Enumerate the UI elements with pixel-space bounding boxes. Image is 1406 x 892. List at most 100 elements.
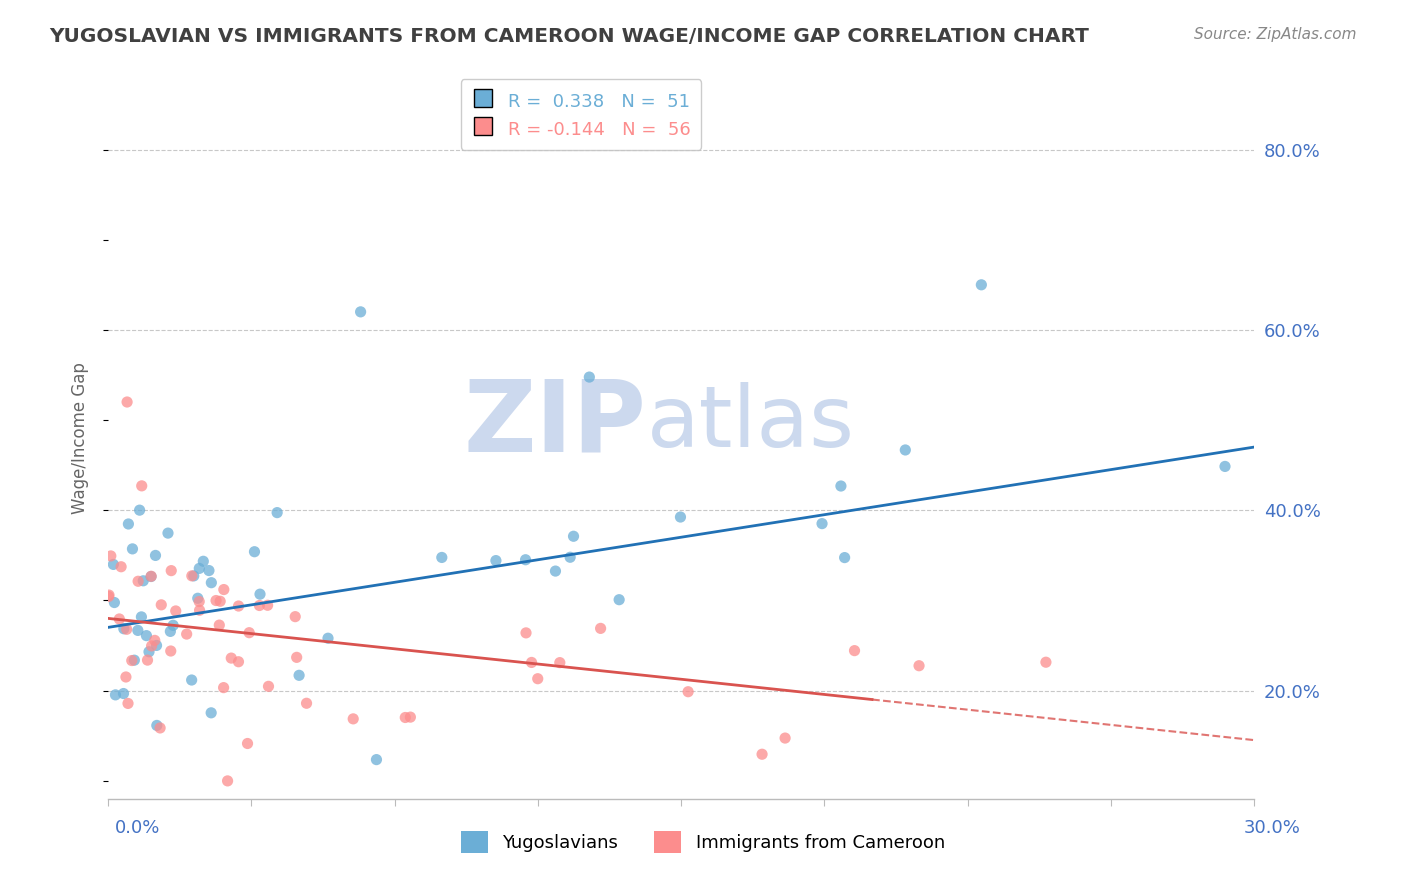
Point	[180, 673, 202, 687]
Point	[183, 569, 205, 583]
Point	[526, 672, 548, 686]
Point	[562, 529, 585, 543]
Point	[97, 590, 120, 604]
Point	[131, 610, 153, 624]
Point	[149, 721, 172, 735]
Point	[285, 650, 308, 665]
Point	[238, 625, 260, 640]
Y-axis label: Wage/Income Gap: Wage/Income Gap	[72, 362, 89, 514]
Point	[830, 479, 852, 493]
Point	[103, 558, 125, 572]
Point	[212, 582, 235, 597]
Point	[193, 554, 215, 568]
Point	[198, 564, 221, 578]
Point	[256, 599, 278, 613]
Point	[115, 622, 138, 636]
Point	[150, 598, 173, 612]
Point	[188, 561, 211, 575]
Point	[676, 684, 699, 698]
Text: YUGOSLAVIAN VS IMMIGRANTS FROM CAMEROON WAGE/INCOME GAP CORRELATION CHART: YUGOSLAVIAN VS IMMIGRANTS FROM CAMEROON …	[49, 27, 1090, 45]
Text: Source: ZipAtlas.com: Source: ZipAtlas.com	[1194, 27, 1357, 42]
Point	[156, 526, 179, 541]
Point	[515, 626, 537, 640]
Point	[209, 594, 232, 608]
Point	[112, 687, 135, 701]
Point	[249, 599, 271, 613]
Point	[520, 656, 543, 670]
Point	[485, 553, 508, 567]
Point	[578, 370, 600, 384]
Point	[200, 575, 222, 590]
Point	[205, 593, 228, 607]
Point	[180, 569, 202, 583]
Point	[249, 587, 271, 601]
Point	[188, 594, 211, 608]
Point	[108, 612, 131, 626]
Point	[117, 516, 139, 531]
Point	[200, 706, 222, 720]
Point	[366, 753, 388, 767]
Point	[145, 639, 167, 653]
Point	[607, 592, 630, 607]
Point	[139, 569, 162, 583]
Point	[136, 653, 159, 667]
Text: ZIP: ZIP	[464, 376, 647, 472]
Point	[342, 712, 364, 726]
Point	[117, 697, 139, 711]
Point	[128, 503, 150, 517]
Point	[430, 550, 453, 565]
Text: 0.0%: 0.0%	[115, 819, 160, 837]
Point	[773, 731, 796, 745]
Point	[908, 658, 931, 673]
Point	[110, 559, 132, 574]
Point	[349, 305, 371, 319]
Point	[115, 670, 138, 684]
Point	[266, 506, 288, 520]
Point	[160, 564, 183, 578]
Text: 30.0%: 30.0%	[1244, 819, 1301, 837]
Point	[894, 442, 917, 457]
Point	[100, 549, 122, 563]
Point	[141, 639, 163, 653]
Point	[219, 651, 242, 665]
Point	[228, 655, 250, 669]
Point	[146, 718, 169, 732]
Point	[544, 564, 567, 578]
Point	[560, 550, 582, 565]
Point	[127, 574, 149, 589]
Point	[187, 591, 209, 606]
Point	[132, 574, 155, 588]
Point	[811, 516, 834, 531]
Point	[159, 624, 181, 639]
Point	[844, 643, 866, 657]
Point	[970, 277, 993, 292]
Point	[288, 668, 311, 682]
Point	[159, 644, 181, 658]
Point	[176, 627, 198, 641]
Point	[399, 710, 422, 724]
Point	[145, 549, 167, 563]
Point	[143, 633, 166, 648]
Point	[217, 773, 239, 788]
Point	[751, 747, 773, 762]
Point	[515, 553, 537, 567]
Point	[295, 696, 318, 710]
Point	[141, 569, 163, 583]
Point	[236, 737, 259, 751]
Point	[115, 395, 138, 409]
Point	[1035, 655, 1057, 669]
Point	[208, 618, 231, 632]
Legend: Yugoslavians, Immigrants from Cameroon: Yugoslavians, Immigrants from Cameroon	[454, 824, 952, 861]
Point	[162, 618, 184, 632]
Point	[316, 631, 339, 645]
Point	[103, 595, 125, 609]
Point	[243, 545, 266, 559]
Point	[257, 679, 280, 693]
Point	[394, 710, 416, 724]
Point	[127, 624, 149, 638]
Point	[188, 603, 211, 617]
Point	[212, 681, 235, 695]
Point	[1213, 459, 1236, 474]
Point	[112, 622, 135, 636]
Point	[228, 599, 250, 613]
